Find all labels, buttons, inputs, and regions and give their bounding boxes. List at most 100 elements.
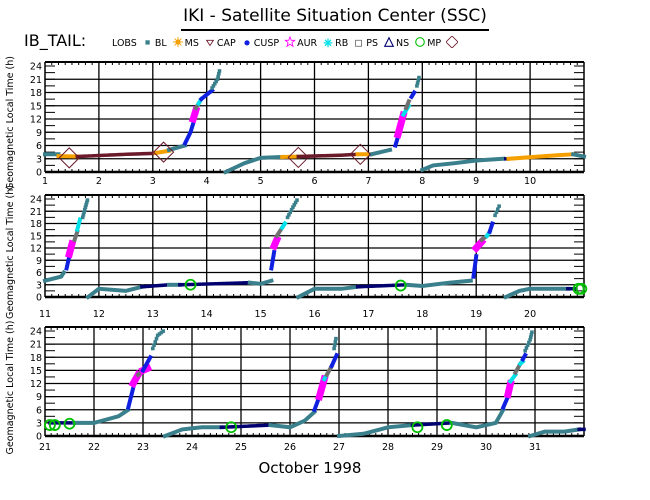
data-segment-cap [75, 151, 155, 159]
legend-symbol [283, 36, 297, 51]
legend-label: RB [335, 38, 349, 49]
data-point-bl [291, 205, 295, 209]
legend-item: MP [427, 38, 441, 49]
data-point-bl [493, 213, 497, 218]
y-tick-label: 21 [30, 207, 42, 218]
data-segment-cusp [64, 253, 72, 271]
data-segment-cusp [198, 87, 215, 102]
legend-item: NS [396, 38, 409, 49]
data-point-bl [210, 86, 214, 90]
y-tick-label: 3 [36, 280, 42, 291]
data-point-bl [524, 346, 529, 350]
data-point-bl [285, 215, 290, 220]
data-point-bl [525, 343, 530, 348]
data-point-bl [293, 200, 298, 205]
x-tick-label: 9 [473, 176, 479, 187]
legend-item: RB [335, 38, 348, 49]
x-tick-label: 14 [201, 309, 213, 320]
data-segment-bl [336, 422, 415, 439]
data-segment-cusp [500, 393, 511, 411]
y-tick-label: 0 [36, 293, 42, 304]
x-axis-title: October 1998 [258, 459, 362, 477]
data-segment-ps [403, 98, 412, 111]
data-point-bl [212, 81, 217, 86]
data-segment-ns [355, 282, 408, 289]
y-axis-title: Geomagnetic Local Time (h) [5, 321, 16, 455]
x-tick-label: 4 [204, 176, 210, 187]
legend-symbol [445, 36, 459, 51]
y-tick-label: 24 [30, 62, 42, 73]
marker-mp-circle [44, 419, 56, 431]
data-point-bl [81, 213, 86, 217]
data-point-bl [530, 330, 534, 335]
legend-item: CUSP [254, 38, 279, 49]
legend-symbol [321, 36, 335, 51]
data-segment-cusp [140, 354, 154, 374]
x-tick-label: 8 [419, 176, 425, 187]
marker-diamond [287, 146, 310, 169]
y-tick-label: 18 [30, 88, 42, 99]
data-segment-bl [72, 407, 132, 425]
data-point-bl [292, 203, 297, 207]
legend-sun-icon [172, 36, 183, 48]
marker-diamond [58, 147, 80, 169]
y-tick-label: 18 [30, 219, 42, 230]
data-point-bl [159, 330, 164, 335]
data-point-bl [215, 77, 220, 82]
x-tick-label: 13 [147, 309, 159, 320]
data-point-bl [295, 198, 299, 202]
data-point-bl [332, 346, 336, 351]
legend-item: AUR [297, 38, 317, 49]
legend-triangle-up-icon [383, 36, 395, 47]
x-tick-label: 16 [308, 309, 320, 320]
data-segment-ms [506, 152, 576, 161]
legend-open-square-icon [355, 39, 363, 47]
y-tick-label: 6 [36, 141, 42, 152]
legend-symbol [203, 36, 217, 51]
legend-square-icon [145, 40, 150, 45]
data-segment-bl [42, 269, 67, 284]
data-point-bl [82, 210, 86, 215]
data-point-bl [214, 79, 218, 84]
legend-triangle-down-icon [205, 39, 215, 47]
legend-symbol [240, 36, 254, 51]
data-segment-rb [517, 358, 526, 367]
data-point-bl [80, 215, 85, 220]
data-point-bl [332, 343, 337, 348]
legend-diamond-icon [446, 36, 459, 48]
data-point-bl [154, 336, 159, 341]
x-tick-label: 17 [362, 309, 374, 320]
legend-star-icon [284, 36, 296, 48]
y-tick-label: 12 [30, 244, 42, 255]
data-point-bl [333, 340, 338, 344]
marker-diamond [152, 141, 175, 163]
data-segment-bl [295, 284, 360, 300]
data-point-bl [153, 340, 158, 344]
data-segment-rb [507, 371, 519, 385]
data-segment-bl [527, 427, 582, 439]
data-segment-bl [570, 151, 587, 159]
data-segment-bl [85, 284, 145, 300]
data-segment-bl [368, 147, 393, 157]
data-segment-bl [268, 409, 318, 430]
legend-item: LOBS [112, 38, 137, 49]
y-tick-label: 12 [30, 379, 42, 390]
y-tick-label: 9 [36, 128, 42, 139]
x-tick-label: 15 [255, 309, 267, 320]
data-point-bl [217, 71, 221, 76]
marker-mp-circle [225, 421, 238, 434]
data-segment-aur [188, 105, 201, 124]
x-tick-label: 22 [88, 442, 100, 453]
legend-symbol [413, 36, 427, 51]
data-point-bl [416, 78, 421, 83]
marker-mp-circle [575, 282, 588, 295]
data-segment-aur [471, 236, 487, 253]
data-point-bl [211, 84, 216, 88]
data-point-bl [523, 348, 527, 353]
y-tick-label: 3 [36, 418, 42, 429]
x-tick-label: 28 [382, 442, 394, 453]
data-segment-aur [393, 110, 408, 139]
data-point-bl [529, 332, 534, 337]
data-segment-ns [219, 423, 273, 430]
satellite-label: IB_TAIL: [24, 31, 87, 50]
